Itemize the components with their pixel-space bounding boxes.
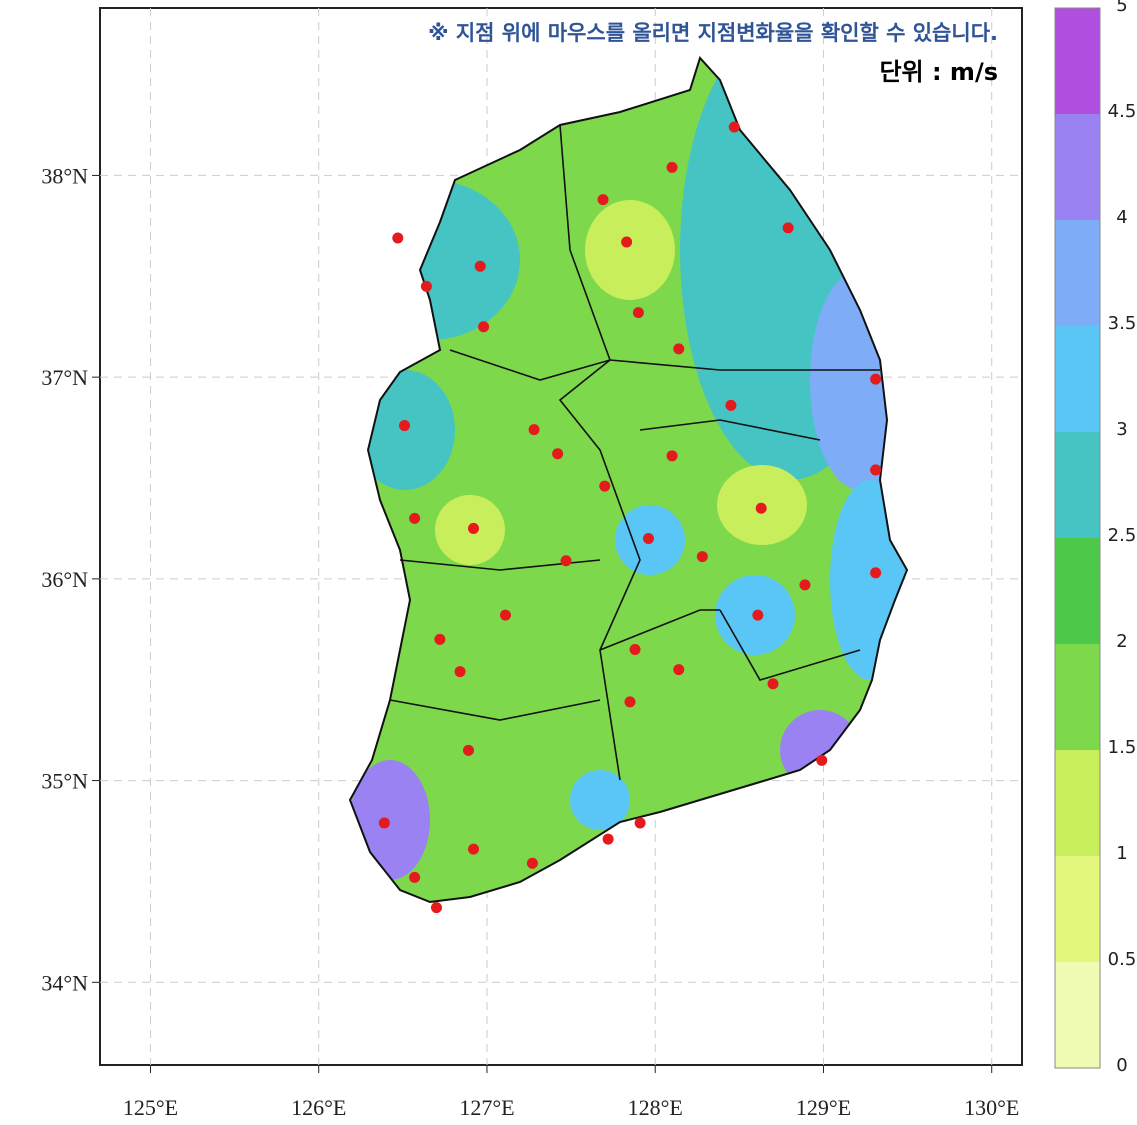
station[interactable]	[728, 121, 740, 133]
station[interactable]	[420, 280, 432, 292]
colorbar-tick-label: 0	[1116, 1055, 1127, 1076]
grid: 125°E 126°E 127°E 128°E 129°E 130°E 34°N 35°N 36…	[41, 8, 1022, 1120]
station[interactable]	[666, 161, 678, 173]
colorbar: 0 0.5 1 1.5 2 2.5 3 3.5 4 4.5 5	[1054, 0, 1137, 1076]
station[interactable]	[474, 260, 486, 272]
station[interactable]	[599, 480, 611, 492]
colorbar-tick-label: 0.5	[1108, 949, 1137, 970]
colorbar-tick-label: 2.5	[1108, 525, 1137, 546]
colorbar-swatch	[1055, 962, 1100, 1068]
colorbar-swatch	[1055, 856, 1100, 962]
colorbar-tick-label: 4.5	[1108, 101, 1137, 122]
colorbar-swatch	[1055, 326, 1100, 432]
x-tick-label: 130°E	[964, 1095, 1019, 1120]
colorbar-swatch	[1055, 644, 1100, 750]
station[interactable]	[602, 833, 614, 845]
unit-label: 단위 : m/s	[879, 58, 998, 86]
colorbar-swatch	[1055, 114, 1100, 220]
x-tick-label: 126°E	[291, 1095, 346, 1120]
station[interactable]	[752, 609, 764, 621]
y-tick-label: 37°N	[41, 365, 88, 390]
station[interactable]	[560, 555, 572, 567]
station[interactable]	[434, 633, 446, 645]
station[interactable]	[632, 307, 644, 319]
station[interactable]	[624, 696, 636, 708]
colorbar-swatch	[1055, 220, 1100, 326]
station[interactable]	[392, 232, 404, 244]
colorbar-tick-label: 5	[1116, 0, 1127, 16]
y-tick-label: 34°N	[41, 970, 88, 995]
station[interactable]	[552, 448, 564, 460]
station[interactable]	[782, 222, 794, 234]
colorbar-tick-label: 4	[1116, 207, 1127, 228]
station[interactable]	[430, 902, 442, 914]
y-tick-label: 35°N	[41, 769, 88, 794]
station[interactable]	[454, 666, 466, 678]
x-tick-label: 128°E	[628, 1095, 683, 1120]
y-tick-label: 36°N	[41, 567, 88, 592]
colorbar-tick-label: 1	[1116, 843, 1127, 864]
colorbar-tick-label: 2	[1116, 631, 1127, 652]
station[interactable]	[629, 643, 641, 655]
station[interactable]	[468, 522, 480, 534]
colorbar-swatch	[1055, 750, 1100, 856]
station[interactable]	[462, 744, 474, 756]
colorbar-tick-label: 1.5	[1108, 737, 1137, 758]
colorbar-tick-label: 3	[1116, 419, 1127, 440]
x-tick-label: 125°E	[123, 1095, 178, 1120]
coastline	[348, 56, 909, 904]
station[interactable]	[696, 551, 708, 563]
notice: ※ 지점 위에 마우스를 올리면 지점변화율을 확인할 수 있습니다.	[428, 21, 998, 45]
station[interactable]	[468, 843, 480, 855]
station[interactable]	[409, 512, 421, 524]
province-borders	[389, 124, 880, 781]
station[interactable]	[634, 817, 646, 829]
station[interactable]	[725, 399, 737, 411]
colorbar-swatch	[1055, 538, 1100, 644]
x-tick-label: 129°E	[796, 1095, 851, 1120]
station[interactable]	[499, 609, 511, 621]
station[interactable]	[621, 236, 633, 248]
station[interactable]	[673, 664, 685, 676]
stations	[378, 121, 882, 914]
station[interactable]	[870, 464, 882, 476]
station[interactable]	[767, 678, 779, 690]
station[interactable]	[597, 194, 609, 206]
station[interactable]	[399, 420, 411, 432]
station[interactable]	[799, 579, 811, 591]
station[interactable]	[870, 567, 882, 579]
station[interactable]	[755, 502, 767, 514]
station[interactable]	[526, 857, 538, 869]
colorbar-swatch	[1055, 432, 1100, 538]
colorbar-tick-label: 3.5	[1108, 313, 1137, 334]
colorbar-swatch	[1055, 8, 1100, 114]
station[interactable]	[666, 450, 678, 462]
station[interactable]	[642, 533, 654, 545]
y-tick-label: 38°N	[41, 163, 88, 188]
station[interactable]	[816, 754, 828, 766]
colorbar-frame	[1054, 7, 1101, 1069]
station[interactable]	[673, 343, 685, 355]
station[interactable]	[378, 817, 390, 829]
station[interactable]	[870, 373, 882, 385]
station[interactable]	[409, 871, 421, 883]
x-tick-label: 127°E	[459, 1095, 514, 1120]
station[interactable]	[478, 321, 490, 333]
station[interactable]	[528, 424, 540, 436]
